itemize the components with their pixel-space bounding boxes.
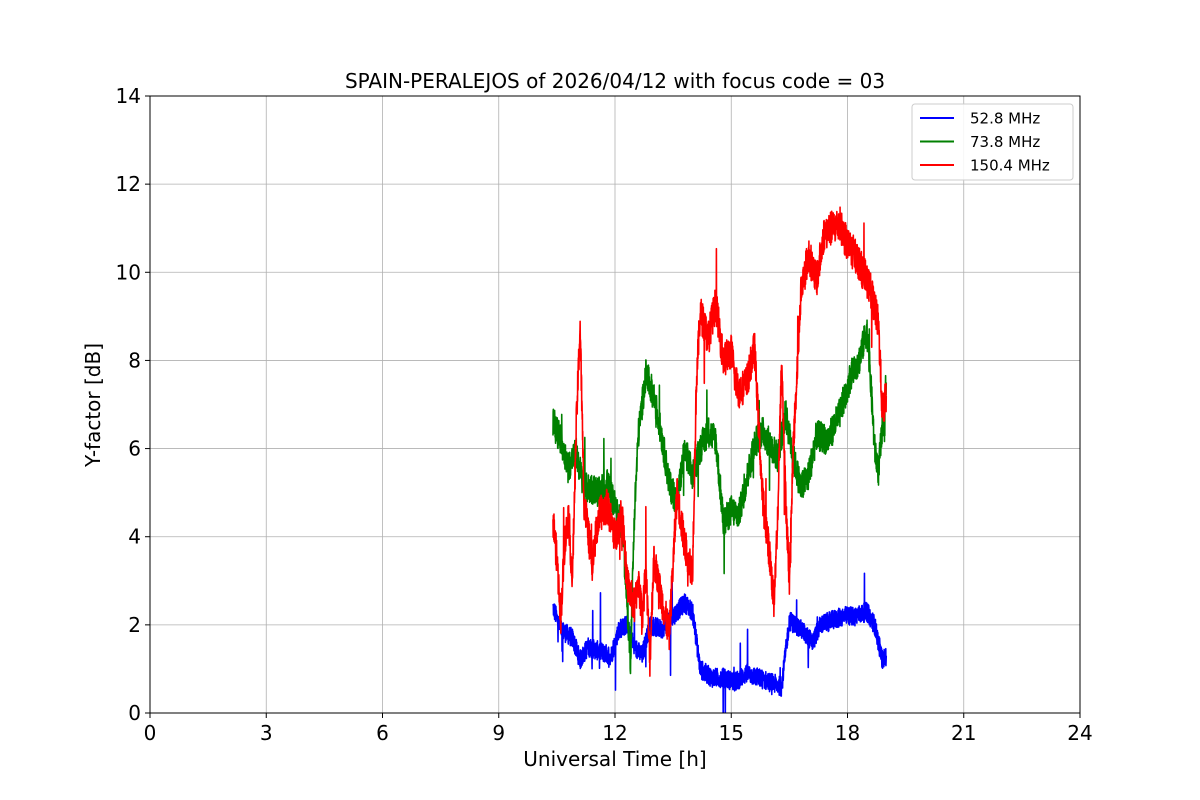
y-tick-label: 8 (128, 348, 141, 372)
x-tick-label: 6 (376, 721, 389, 745)
legend-label-2: 150.4 MHz (970, 157, 1050, 175)
x-axis-label: Universal Time [h] (523, 747, 706, 771)
y-tick-label: 6 (128, 437, 141, 461)
x-tick-label: 24 (1067, 721, 1092, 745)
legend-box (911, 103, 1074, 181)
chart-title: SPAIN-PERALEJOS of 2026/04/12 with focus… (345, 69, 885, 93)
y-tick-label: 14 (116, 84, 141, 108)
legend-label-1: 73.8 MHz (970, 133, 1040, 151)
series-layer (552, 206, 888, 713)
x-tick-label: 15 (719, 721, 744, 745)
legend-label-0: 52.8 MHz (970, 110, 1040, 128)
x-tick-label: 12 (602, 721, 627, 745)
y-tick-label: 12 (116, 172, 141, 196)
x-tick-label: 21 (951, 721, 976, 745)
y-tick-label: 2 (128, 613, 141, 637)
series-line-2 (552, 206, 888, 677)
x-tick-label: 18 (835, 721, 860, 745)
series-line-0 (552, 572, 888, 713)
y-axis-label: Y-factor [dB] (81, 343, 105, 468)
series-line-1 (552, 319, 888, 675)
y-tick-label: 0 (128, 701, 141, 725)
x-tick-label: 0 (144, 721, 157, 745)
legend: 52.8 MHz 73.8 MHz 150.4 MHz (911, 103, 1074, 181)
y-tick-label: 10 (116, 260, 141, 284)
x-tick-label: 3 (260, 721, 273, 745)
x-tick-label: 9 (492, 721, 505, 745)
y-tick-label: 4 (128, 525, 141, 549)
